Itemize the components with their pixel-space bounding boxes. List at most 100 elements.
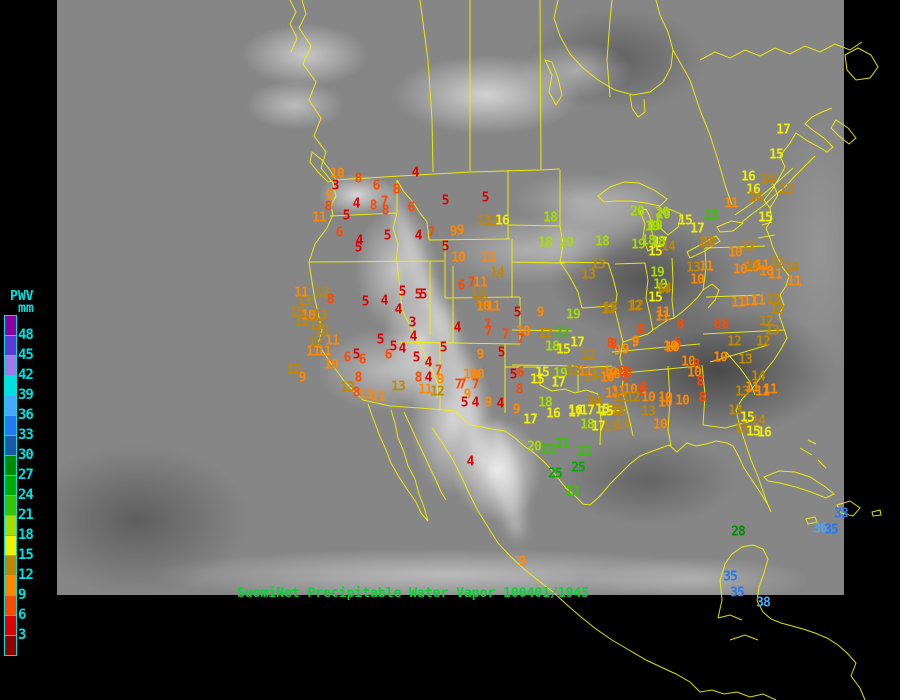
station-value: 4 xyxy=(496,396,505,412)
station-value: 10 xyxy=(665,340,680,356)
station-value: 17 xyxy=(690,221,705,237)
station-value: 7 xyxy=(484,324,493,340)
station-value: 9 xyxy=(449,224,458,240)
legend-tick-label: 36 xyxy=(18,407,34,423)
station-value: 11 xyxy=(317,344,332,360)
legend-colorbox xyxy=(5,316,16,336)
station-value: 35 xyxy=(824,522,839,538)
station-value: 3 xyxy=(331,178,340,194)
station-value: 22 xyxy=(555,325,570,341)
station-value: 10 xyxy=(324,357,339,373)
station-value: 5 xyxy=(419,287,428,303)
station-value: 18 xyxy=(580,417,595,433)
legend-tick-label: 33 xyxy=(18,427,34,443)
legend-colorbox xyxy=(5,376,16,396)
station-value: 14 xyxy=(784,260,799,276)
station-value: 8 xyxy=(606,336,615,352)
station-value: 10 xyxy=(675,393,690,409)
station-value: 14 xyxy=(760,172,775,188)
station-value: 20 xyxy=(527,439,542,455)
station-value: 4 xyxy=(466,454,475,470)
station-value: 10 xyxy=(681,354,696,370)
station-value: 11 xyxy=(656,305,671,321)
station-value: 13 xyxy=(290,305,305,321)
station-value: 9 xyxy=(536,305,545,321)
station-value: 15 xyxy=(648,244,663,260)
legend-colorbox xyxy=(5,616,16,636)
station-value: 8 xyxy=(637,384,646,400)
station-value: 11 xyxy=(306,344,321,360)
legend-tick-label: 9 xyxy=(18,587,27,603)
station-value: 10 xyxy=(759,264,774,280)
legend-colorbox xyxy=(5,416,16,436)
station-value: 12 xyxy=(626,390,641,406)
station-value: 12 xyxy=(727,334,742,350)
station-value: 16 xyxy=(568,403,583,419)
station-value: 10 xyxy=(603,365,618,381)
image-caption: SuomiNet Precipitable Water Vapor 100401… xyxy=(237,586,590,601)
legend-colorbox xyxy=(5,556,16,576)
station-value: 8 xyxy=(392,182,401,198)
legend-tick-label: 18 xyxy=(18,527,34,543)
station-value: 13 xyxy=(309,318,324,334)
station-value: 8 xyxy=(354,370,363,386)
station-value: 13 xyxy=(583,369,598,385)
station-value: 7 xyxy=(427,225,436,241)
station-value: 20 xyxy=(630,204,645,220)
station-value: 15 xyxy=(595,402,610,418)
legend-colorbox xyxy=(5,536,16,556)
station-value: 8 xyxy=(515,382,524,398)
station-value: 13 xyxy=(391,379,406,395)
station-value: 5 xyxy=(441,193,450,209)
station-value: 8 xyxy=(698,390,707,406)
station-value: 10 xyxy=(600,370,615,386)
station-value: 6 xyxy=(673,335,682,351)
station-value: 4 xyxy=(409,329,418,345)
station-value: 13 xyxy=(603,300,618,316)
station-value: 9 xyxy=(613,343,622,359)
station-value: 10 xyxy=(713,350,728,366)
station-value: 13 xyxy=(698,235,713,251)
station-value: 7 xyxy=(471,377,480,393)
station-value: 7 xyxy=(434,363,443,379)
station-value: 15 xyxy=(740,410,755,426)
station-value: 12 xyxy=(430,384,445,400)
station-value: 4 xyxy=(424,370,433,386)
station-value: 20 xyxy=(656,207,671,223)
station-value: 6 xyxy=(384,347,393,363)
station-value: 36 xyxy=(813,521,828,537)
station-value: 13 xyxy=(615,417,630,433)
station-value: 10 xyxy=(606,367,621,383)
station-value: 11 xyxy=(359,387,374,403)
station-value: 17 xyxy=(568,405,583,421)
station-value: 18 xyxy=(543,210,558,226)
station-value: 6 xyxy=(335,225,344,241)
station-value: 13 xyxy=(745,258,760,274)
station-value: 23 xyxy=(704,208,719,224)
station-value: 16 xyxy=(741,169,756,185)
station-value: 10 xyxy=(728,245,743,261)
station-value: 18 xyxy=(651,234,666,250)
station-value: 15 xyxy=(746,424,761,440)
station-value: 21 xyxy=(541,442,556,458)
station-value: 13 xyxy=(340,380,355,396)
station-value: 5 xyxy=(481,190,490,206)
station-value: 35 xyxy=(730,585,745,601)
station-value: 8 xyxy=(636,322,645,338)
station-value: 9 xyxy=(463,387,472,403)
station-value: 12 xyxy=(756,334,771,350)
legend-tick-label: 3 xyxy=(18,627,27,643)
station-value: 4 xyxy=(424,355,433,371)
legend-tick-label: 48 xyxy=(18,327,34,343)
station-value: 15 xyxy=(556,342,571,358)
station-value: 13 xyxy=(313,308,328,324)
station-value: 8 xyxy=(676,317,685,333)
station-value: 17 xyxy=(580,403,595,419)
station-value: 14 xyxy=(657,281,672,297)
station-value: 7 xyxy=(501,327,510,343)
station-value: 21 xyxy=(555,436,570,452)
station-value: 19 xyxy=(645,219,660,235)
legend-tick-label: 21 xyxy=(18,507,34,523)
station-value: 11 xyxy=(751,293,766,309)
